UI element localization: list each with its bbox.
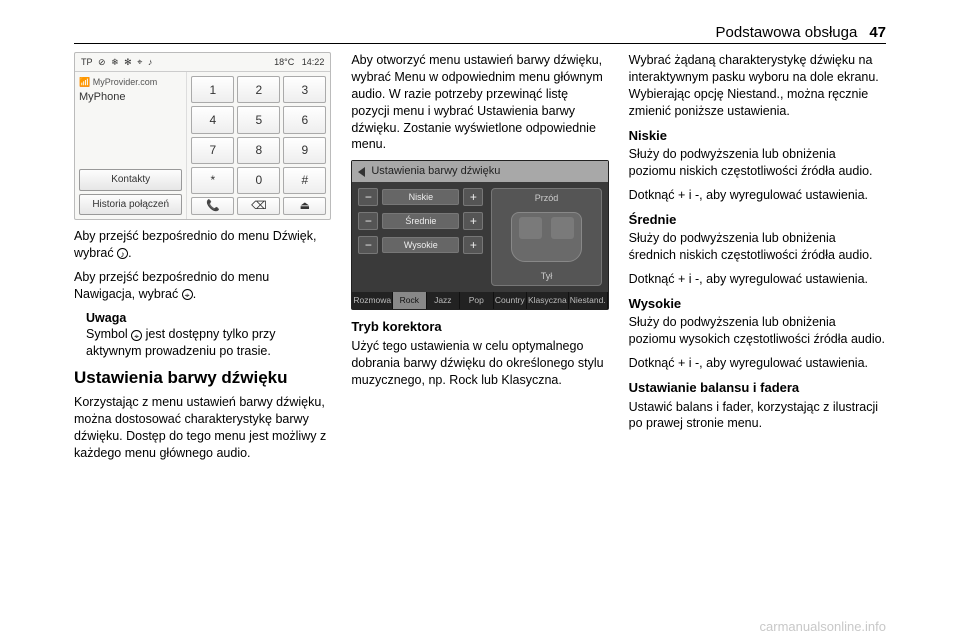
tone-title: Ustawienia barwy dźwięku — [371, 164, 500, 179]
heading-mid: Średnie — [629, 211, 886, 229]
heading-balance: Ustawianie balansu i fadera — [629, 379, 886, 397]
column-3: Wybrać żądaną charakterystykę dźwięku na… — [629, 52, 886, 618]
key-hash[interactable]: # — [283, 167, 326, 194]
heading-eq-mode: Tryb korektora — [351, 318, 608, 336]
call-history-button[interactable]: Historia połączeń — [79, 194, 182, 216]
tone-settings-screenshot: Ustawienia barwy dźwięku − Niskie + − Śr… — [351, 160, 608, 310]
status-icon: ♪ — [148, 57, 153, 67]
key-star[interactable]: * — [191, 167, 234, 194]
hangup-button[interactable]: ⏏ — [283, 197, 326, 215]
key-2[interactable]: 2 — [237, 76, 280, 103]
text-mid-2: Dotknąć + i -, aby wyregulować ustawieni… — [629, 271, 886, 288]
label-front: Przód — [535, 192, 559, 204]
text-select-char: Wybrać żądaną charakterystykę dźwięku na… — [629, 52, 886, 120]
tab-classic[interactable]: Klasyczna — [527, 292, 569, 309]
slider-mid: − Średnie + — [358, 212, 483, 230]
contacts-button[interactable]: Kontakty — [79, 169, 182, 191]
back-icon[interactable] — [358, 167, 365, 177]
tab-talk[interactable]: Rozmowa — [352, 292, 393, 309]
eq-tabs: Rozmowa Rock Jazz Pop Country Klasyczna … — [352, 292, 607, 309]
heading-low: Niskie — [629, 127, 886, 145]
slider-label[interactable]: Średnie — [382, 213, 459, 229]
text-low-1: Służy do podwyższenia lub obniżenia pozi… — [629, 146, 886, 180]
key-1[interactable]: 1 — [191, 76, 234, 103]
text-low-2: Dotknąć + i -, aby wyregulować ustawieni… — [629, 187, 886, 204]
text-mid-1: Służy do podwyższenia lub obniżenia śred… — [629, 230, 886, 264]
heading-high: Wysokie — [629, 295, 886, 313]
note-text: Symbol ⌖ jest dostępny tylko przy aktywn… — [86, 327, 276, 358]
minus-button[interactable]: − — [358, 188, 378, 206]
balance-fader-box[interactable]: Przód Tył — [491, 188, 601, 286]
label-rear: Tył — [541, 270, 553, 282]
text-high-2: Dotknąć + i -, aby wyregulować ustawieni… — [629, 355, 886, 372]
phone-screenshot: TP ⊘ ❄ ✻ ⌖ ♪ 18°C 14:22 � — [74, 52, 331, 220]
minus-button[interactable]: − — [358, 212, 378, 230]
key-9[interactable]: 9 — [283, 137, 326, 164]
column-2: Aby otworzyć menu ustawień barwy dźwięku… — [351, 52, 608, 618]
phone-name: MyPhone — [79, 90, 182, 105]
header-title: Podstawowa obsługa — [716, 24, 858, 41]
status-icon: ⌖ — [137, 57, 142, 67]
provider-name: MyProvider.com — [93, 77, 158, 87]
tab-jazz[interactable]: Jazz — [427, 292, 460, 309]
text-goto-nav: Aby przejść bezpośrednio do menu Nawigac… — [74, 269, 331, 303]
key-3[interactable]: 3 — [283, 76, 326, 103]
slider-high: − Wysokie + — [358, 236, 483, 254]
status-bar: TP ⊘ ❄ ✻ ⌖ ♪ 18°C 14:22 — [75, 53, 330, 72]
tab-pop[interactable]: Pop — [460, 292, 493, 309]
text-balance: Ustawić balans i fader, korzystając z il… — [629, 399, 886, 433]
status-icon: ⊘ — [98, 57, 106, 67]
car-icon — [511, 212, 583, 262]
keypad: 1 2 3 4 5 6 7 8 9 * 0 # — [191, 76, 326, 194]
slider-label[interactable]: Niskie — [382, 189, 459, 205]
watermark: carmanualsonline.info — [760, 619, 886, 634]
music-icon: ♪ — [117, 248, 128, 259]
status-temp: 18°C — [274, 57, 294, 67]
tab-rock[interactable]: Rock — [393, 292, 426, 309]
slider-label[interactable]: Wysokie — [382, 237, 459, 253]
text-eq-mode: Użyć tego ustawienia w celu optymalnego … — [351, 338, 608, 389]
text-tone-intro: Korzystając z menu ustawień barwy dźwięk… — [74, 394, 331, 462]
key-5[interactable]: 5 — [237, 106, 280, 133]
plus-button[interactable]: + — [463, 188, 483, 206]
heading-tone-settings: Ustawienia barwy dźwięku — [74, 367, 331, 390]
signal-icon: 📶 — [79, 77, 90, 87]
tab-custom[interactable]: Niestand. — [569, 292, 608, 309]
plus-button[interactable]: + — [463, 212, 483, 230]
status-icon: TP — [81, 57, 93, 67]
text-goto-sound: Aby przejść bezpośrednio do menu Dźwięk,… — [74, 228, 331, 262]
status-icons: TP ⊘ ❄ ✻ ⌖ ♪ — [81, 56, 155, 68]
delete-button[interactable]: ⌫ — [237, 197, 280, 215]
minus-button[interactable]: − — [358, 236, 378, 254]
key-4[interactable]: 4 — [191, 106, 234, 133]
header-page-number: 47 — [869, 24, 886, 41]
tab-country[interactable]: Country — [494, 292, 527, 309]
text-high-1: Służy do podwyższenia lub obniżenia pozi… — [629, 314, 886, 348]
nav-icon: ⌖ — [131, 330, 142, 341]
slider-low: − Niskie + — [358, 188, 483, 206]
plus-button[interactable]: + — [463, 236, 483, 254]
nav-icon: ⌖ — [182, 289, 193, 300]
status-icon: ❄ — [111, 57, 119, 67]
key-6[interactable]: 6 — [283, 106, 326, 133]
key-7[interactable]: 7 — [191, 137, 234, 164]
status-time: 14:22 — [302, 57, 325, 67]
note-label: Uwaga — [86, 310, 331, 327]
status-icon: ✻ — [124, 57, 132, 67]
call-button[interactable]: 📞 — [191, 197, 234, 215]
key-0[interactable]: 0 — [237, 167, 280, 194]
tone-title-bar: Ustawienia barwy dźwięku — [352, 161, 607, 182]
key-8[interactable]: 8 — [237, 137, 280, 164]
page-header: Podstawowa obsługa 47 — [74, 24, 886, 44]
column-1: TP ⊘ ❄ ✻ ⌖ ♪ 18°C 14:22 � — [74, 52, 331, 618]
text-open-tone-menu: Aby otworzyć menu ustawień barwy dźwięku… — [351, 52, 608, 153]
